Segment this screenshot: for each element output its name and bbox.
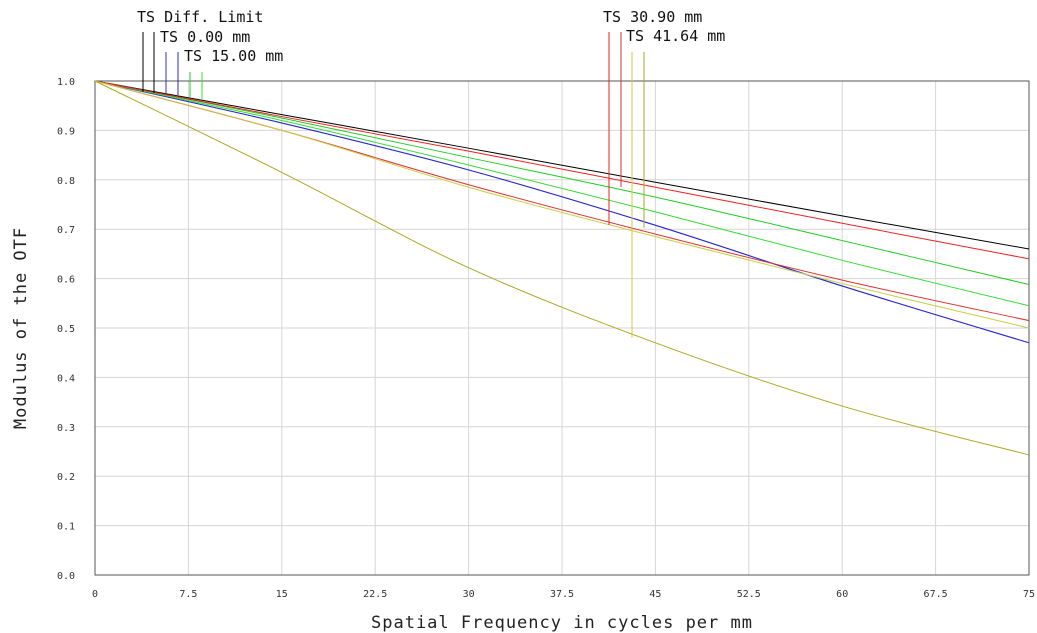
series-line-7 (94, 80, 1030, 329)
y-tick-label: 0.0 (57, 571, 75, 582)
series-line-3 (94, 80, 1030, 286)
x-tick-label: 15 (276, 589, 288, 600)
x-tick-label: 22.5 (363, 589, 387, 600)
y-tick-labels: 0.0 0.1 0.2 0.3 0.4 0.5 0.6 0.7 0.8 0.9 1.0 (57, 77, 75, 582)
y-tick-label: 0.1 (57, 522, 75, 533)
x-tick-label: 45 (649, 589, 661, 600)
x-tick-label: 7.5 (179, 589, 197, 600)
x-tick-label: 67.5 (924, 589, 948, 600)
series-line-4 (94, 80, 1030, 307)
y-tick-label: 0.4 (57, 373, 75, 384)
x-tick-label: 60 (836, 589, 848, 600)
x-tick-label: 52.5 (737, 589, 761, 600)
y-axis-label: Modulus of the OTF (11, 227, 31, 429)
legend-label-15mm: TS 15.00 mm (184, 47, 283, 65)
series-line-0 (94, 80, 1030, 250)
series-group (94, 80, 1030, 456)
x-tick-label: 30 (463, 589, 475, 600)
legend-label-diff-limit: TS Diff. Limit (137, 8, 263, 26)
x-tick-label: 75 (1023, 589, 1035, 600)
legend: TS Diff. Limit TS 0.00 mm TS 15.00 mm TS… (137, 8, 725, 338)
y-tick-label: 0.9 (57, 126, 75, 137)
legend-label-0mm: TS 0.00 mm (160, 28, 250, 46)
x-tick-label: 37.5 (550, 589, 574, 600)
legend-label-41mm: TS 41.64 mm (626, 27, 725, 45)
y-tick-label: 0.5 (57, 324, 75, 335)
y-tick-label: 0.2 (57, 472, 75, 483)
legend-label-30mm: TS 30.90 mm (603, 8, 702, 26)
x-axis-label: Spatial Frequency in cycles per mm (371, 613, 753, 633)
y-tick-label: 1.0 (57, 77, 75, 88)
x-tick-label: 0 (92, 589, 98, 600)
series-line-8 (94, 80, 1030, 456)
y-tick-label: 0.6 (57, 275, 75, 286)
y-tick-label: 0.3 (57, 423, 75, 434)
y-tick-label: 0.7 (57, 225, 75, 236)
series-line-5 (94, 80, 1030, 260)
grid (94, 80, 1030, 576)
series-line-2 (94, 80, 1030, 344)
y-tick-label: 0.8 (57, 176, 75, 187)
x-tick-labels: 0 7.5 15 22.5 30 37.5 45 52.5 60 67.5 75 (92, 589, 1035, 600)
